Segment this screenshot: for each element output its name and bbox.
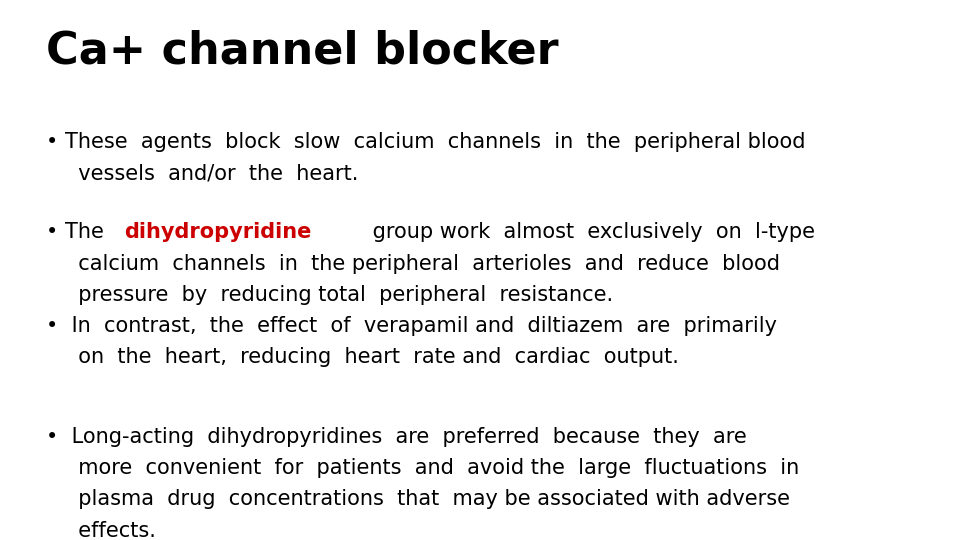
Text: Ca+ channel blocker: Ca+ channel blocker — [46, 30, 559, 73]
Text: more  convenient  for  patients  and  avoid the  large  fluctuations  in: more convenient for patients and avoid t… — [65, 458, 800, 478]
Text: group work  almost  exclusively  on  l-type: group work almost exclusively on l-type — [366, 222, 815, 242]
Text: These  agents  block  slow  calcium  channels  in  the  peripheral blood: These agents block slow calcium channels… — [65, 132, 805, 152]
Text: •: • — [46, 132, 59, 152]
Text: effects.: effects. — [65, 521, 156, 540]
Text: plasma  drug  concentrations  that  may be associated with adverse: plasma drug concentrations that may be a… — [65, 489, 790, 509]
Text: •: • — [46, 316, 59, 336]
Text: In  contrast,  the  effect  of  verapamil and  diltiazem  are  primarily: In contrast, the effect of verapamil and… — [65, 316, 778, 336]
Text: vessels  and/or  the  heart.: vessels and/or the heart. — [65, 164, 359, 184]
Text: pressure  by  reducing total  peripheral  resistance.: pressure by reducing total peripheral re… — [65, 285, 613, 305]
Text: The: The — [65, 222, 110, 242]
Text: on  the  heart,  reducing  heart  rate and  cardiac  output.: on the heart, reducing heart rate and ca… — [65, 347, 679, 367]
Text: •: • — [46, 222, 59, 242]
Text: Long-acting  dihydropyridines  are  preferred  because  they  are: Long-acting dihydropyridines are preferr… — [65, 427, 747, 447]
Text: calcium  channels  in  the peripheral  arterioles  and  reduce  blood: calcium channels in the peripheral arter… — [65, 254, 780, 274]
Text: •: • — [46, 427, 59, 447]
Text: dihydropyridine: dihydropyridine — [124, 222, 311, 242]
